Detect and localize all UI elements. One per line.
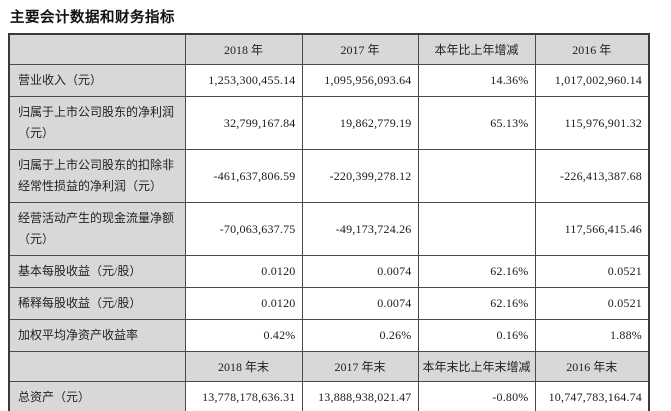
cell-2017: 0.0074 bbox=[301, 255, 419, 288]
table-row-operating-revenue: 营业收入（元） 1,253,300,455.14 1,095,956,093.6… bbox=[8, 64, 650, 97]
cell-2017: -49,173,724.26 bbox=[301, 202, 419, 256]
cell-2017: 1,095,956,093.64 bbox=[301, 64, 419, 97]
col-header-2017-yearend: 2017 年末 bbox=[301, 351, 419, 382]
cell-change: 62.16% bbox=[417, 255, 536, 288]
table-row-net-profit-after-nonrecurring: 归属于上市公司股东的扣除非经常性损益的净利润（元） -461,637,806.5… bbox=[8, 149, 650, 203]
col-header-2016: 2016 年 bbox=[534, 33, 650, 65]
cell-2018: 0.0120 bbox=[184, 287, 303, 320]
cell-change: -0.80% bbox=[417, 381, 536, 411]
cell-2018: -461,637,806.59 bbox=[184, 149, 303, 203]
row-label: 经营活动产生的现金流量净额（元） bbox=[8, 202, 186, 256]
page-title: 主要会计数据和财务指标 bbox=[10, 10, 175, 26]
table-row-basic-eps: 基本每股收益（元/股） 0.0120 0.0074 62.16% 0.0521 bbox=[8, 255, 650, 288]
cell-2017: 0.26% bbox=[301, 319, 419, 352]
col-header-yoy-change: 本年比上年增减 bbox=[417, 33, 536, 65]
row-label: 归属于上市公司股东的扣除非经常性损益的净利润（元） bbox=[8, 149, 186, 203]
cell-change: 0.16% bbox=[417, 319, 536, 352]
col-header-2017: 2017 年 bbox=[301, 33, 419, 65]
table-row-net-profit: 归属于上市公司股东的净利润（元） 32,799,167.84 19,862,77… bbox=[8, 96, 650, 150]
cell-change bbox=[417, 202, 536, 256]
cell-2016: 117,566,415.46 bbox=[534, 202, 650, 256]
corner-cell bbox=[8, 33, 186, 65]
cell-2016: -226,413,387.68 bbox=[534, 149, 650, 203]
row-label: 归属于上市公司股东的净利润（元） bbox=[8, 96, 186, 150]
table-row-total-assets: 总资产（元） 13,778,178,636.31 13,888,938,021.… bbox=[8, 381, 650, 411]
row-label: 稀释每股收益（元/股） bbox=[8, 287, 186, 320]
cell-change: 65.13% bbox=[417, 96, 536, 150]
cell-2017: -220,399,278.12 bbox=[301, 149, 419, 203]
col-header-2016-yearend: 2016 年末 bbox=[534, 351, 650, 382]
row-label: 总资产（元） bbox=[8, 381, 186, 411]
cell-2017: 13,888,938,021.47 bbox=[301, 381, 419, 411]
cell-change bbox=[417, 149, 536, 203]
header-row-annual: 2018 年 2017 年 本年比上年增减 2016 年 bbox=[8, 33, 650, 65]
cell-2016: 115,976,901.32 bbox=[534, 96, 650, 150]
cell-2018: -70,063,637.75 bbox=[184, 202, 303, 256]
cell-2016: 1,017,002,960.14 bbox=[534, 64, 650, 97]
corner-cell bbox=[8, 351, 186, 382]
col-header-yearend-change: 本年末比上年末增减 bbox=[417, 351, 536, 382]
row-label: 营业收入（元） bbox=[8, 64, 186, 97]
row-label: 加权平均净资产收益率 bbox=[8, 319, 186, 352]
cell-2016: 1.88% bbox=[534, 319, 650, 352]
cell-2018: 0.0120 bbox=[184, 255, 303, 288]
cell-change: 14.36% bbox=[417, 64, 536, 97]
col-header-2018-yearend: 2018 年末 bbox=[184, 351, 303, 382]
col-header-2018: 2018 年 bbox=[184, 33, 303, 65]
table-row-diluted-eps: 稀释每股收益（元/股） 0.0120 0.0074 62.16% 0.0521 bbox=[8, 287, 650, 320]
cell-2018: 1,253,300,455.14 bbox=[184, 64, 303, 97]
cell-2017: 0.0074 bbox=[301, 287, 419, 320]
header-row-yearend: 2018 年末 2017 年末 本年末比上年末增减 2016 年末 bbox=[8, 351, 650, 382]
row-label: 基本每股收益（元/股） bbox=[8, 255, 186, 288]
cell-change: 62.16% bbox=[417, 287, 536, 320]
table-row-weighted-avg-roe: 加权平均净资产收益率 0.42% 0.26% 0.16% 1.88% bbox=[8, 319, 650, 352]
cell-2018: 32,799,167.84 bbox=[184, 96, 303, 150]
financial-indicators-table: 2018 年 2017 年 本年比上年增减 2016 年 营业收入（元） 1,2… bbox=[8, 33, 650, 411]
cell-2017: 19,862,779.19 bbox=[301, 96, 419, 150]
cell-2016: 0.0521 bbox=[534, 255, 650, 288]
cell-2016: 0.0521 bbox=[534, 287, 650, 320]
cell-2018: 0.42% bbox=[184, 319, 303, 352]
cell-2018: 13,778,178,636.31 bbox=[184, 381, 303, 411]
cell-2016: 10,747,783,164.74 bbox=[534, 381, 650, 411]
table-row-operating-cash-flow: 经营活动产生的现金流量净额（元） -70,063,637.75 -49,173,… bbox=[8, 202, 650, 256]
